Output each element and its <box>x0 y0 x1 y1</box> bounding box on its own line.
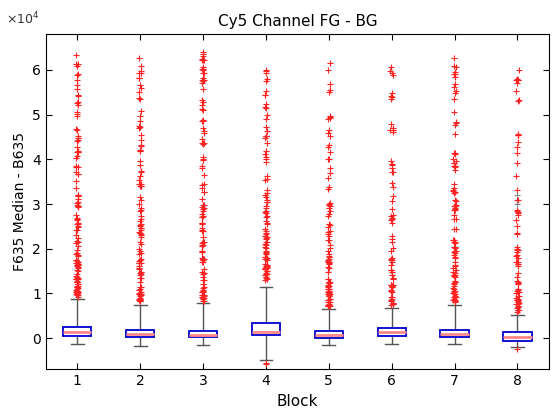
Bar <box>440 330 469 337</box>
Y-axis label: F635 Median - B635: F635 Median - B635 <box>12 132 26 271</box>
Bar <box>189 331 217 337</box>
X-axis label: Block: Block <box>277 394 318 409</box>
Bar <box>63 328 91 336</box>
Bar <box>377 328 406 336</box>
Title: Cy5 Channel FG - BG: Cy5 Channel FG - BG <box>217 14 377 29</box>
Bar <box>252 323 280 336</box>
Bar <box>503 332 531 341</box>
Text: $\times$10$^4$: $\times$10$^4$ <box>6 11 39 27</box>
Bar <box>126 330 155 337</box>
Bar <box>315 331 343 338</box>
